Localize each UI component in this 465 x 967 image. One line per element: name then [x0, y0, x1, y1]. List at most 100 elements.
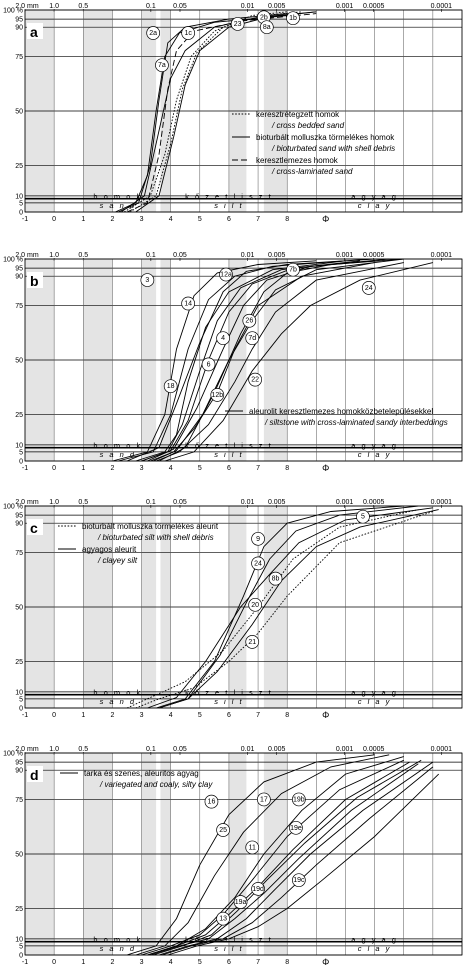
series-line-5: [158, 509, 439, 709]
series-line-6: [141, 260, 361, 462]
series-label: 24: [365, 285, 373, 292]
series-label: 5: [361, 514, 365, 521]
legend: tarka és szenes, aleuritos agyag / varieg…: [60, 769, 213, 789]
fraction-label: h o m o k: [93, 935, 142, 944]
y-tick-label: 25: [15, 659, 23, 666]
legend-label: aleurolit keresztlemezes homokközbetelep…: [249, 407, 433, 416]
x-axis-label: Φ: [322, 710, 329, 720]
y-tick-label: 5: [19, 200, 23, 207]
size-tick-label: 0.0005: [363, 746, 385, 753]
series-label-circle: [219, 267, 233, 282]
x-tick-label: 7: [256, 712, 260, 719]
x-tick-label: 1: [81, 959, 85, 966]
fraction-label-en: s a n d: [100, 201, 137, 210]
series-label: 25: [219, 827, 227, 834]
series-label: 8a: [263, 24, 271, 31]
legend-label: bioturbált molluszka törmelékes aleurit: [82, 522, 219, 531]
series-line-19c: [167, 773, 440, 956]
x-tick-label: 4: [169, 959, 173, 966]
x-tick-label: 6: [227, 216, 231, 223]
size-tick-label: 0.5: [78, 499, 88, 506]
size-tick-label: 1.0: [49, 252, 59, 259]
size-tick-label: 2.0 mm: [15, 746, 39, 753]
series-label: 16: [208, 799, 216, 806]
series-label: 12b: [211, 392, 223, 399]
series-label: 8b: [272, 576, 280, 583]
panel-letter: b: [30, 273, 39, 289]
x-tick-label: 5: [198, 712, 202, 719]
size-tick-label: 0.0005: [363, 252, 385, 259]
series-label: 1b: [289, 15, 297, 22]
legend-label-en: / variegated and coaly, silty clay: [99, 780, 213, 789]
series-label: 12a: [220, 272, 232, 279]
x-tick-label: 8: [285, 465, 289, 472]
y-tick-label: 90: [15, 768, 23, 775]
series-label-circle: [286, 262, 300, 277]
series-line-7b: [158, 258, 404, 462]
series-line-12b: [150, 262, 375, 462]
series-line-16: [126, 754, 375, 956]
size-tick-label: 0.1: [146, 3, 156, 10]
x-tick-label: 2: [110, 216, 114, 223]
panel-letter-bg: [27, 23, 43, 39]
x-tick-label: 5: [198, 959, 202, 966]
series-line-9: [155, 505, 404, 709]
x-tick-label: 2: [110, 712, 114, 719]
y-tick-label: 0: [19, 706, 23, 713]
series-label: 9: [256, 536, 260, 543]
panel-letter: d: [30, 767, 39, 783]
series-label-circle: [292, 873, 306, 888]
y-tick-label: 0: [19, 953, 23, 960]
series-line-7a: [115, 15, 288, 213]
x-tick-label: 1: [81, 216, 85, 223]
x-tick-label: 7: [256, 465, 260, 472]
fraction-label: k ő z e t l i s z t: [185, 935, 273, 944]
x-tick-label: 1: [81, 465, 85, 472]
series-label: 7b: [289, 267, 297, 274]
series-line-11: [153, 759, 422, 956]
legend-label-en: / bioturbated silt with shell debris: [97, 533, 214, 542]
y-tick-label: 5: [19, 696, 23, 703]
series-label-circle: [251, 531, 265, 546]
legend: bioturbált molluszka törmelékes aleurit /…: [58, 522, 219, 565]
legend-label-en: / siltstone with cross-laminated sandy i…: [264, 418, 448, 427]
series-line-17: [147, 756, 404, 956]
series-label: 3: [145, 277, 149, 284]
legend-label-en: / bioturbated sand with shell debris: [271, 144, 395, 153]
fraction-label-en: s i l t: [214, 201, 243, 210]
series-label: 20: [251, 602, 259, 609]
legend-label: tarka és szenes, aleuritos agyag: [84, 769, 199, 778]
series-line-3: [112, 260, 317, 462]
x-tick-label: 6: [227, 959, 231, 966]
fraction-label-en: s i l t: [214, 450, 243, 459]
panel-d: 2.0 mm 1.0 0.5 0.1 0.05 0.01 0.005 0.001 0.0005 0…: [3, 746, 463, 967]
series-line-12a: [126, 258, 375, 462]
series-line-1b: [129, 11, 302, 213]
series-label-circle: [242, 313, 257, 328]
panel-letter: a: [30, 24, 38, 40]
series-label: 6: [207, 361, 211, 368]
size-tick-label: 0.05: [173, 252, 187, 259]
size-tick-label: 0.005: [268, 499, 286, 506]
series-label-circle: [245, 331, 260, 346]
series-label: 26: [245, 318, 253, 325]
fraction-label: h o m o k: [93, 441, 142, 450]
series-label: 19c: [293, 877, 305, 884]
size-tick-label: 0.001: [336, 746, 354, 753]
series-label: 19b: [293, 796, 305, 803]
x-tick-label: 4: [169, 712, 173, 719]
size-tick-label: 2.0 mm: [15, 3, 39, 10]
size-tick-label: 0.05: [173, 499, 187, 506]
series-label: 17: [260, 796, 268, 803]
fraction-label-en: c l a y: [358, 944, 392, 953]
panel-c: 2.0 mm 1.0 0.5 0.1 0.05 0.01 0.005 0.001 0.0005 0…: [3, 499, 463, 720]
size-tick-label: 0.001: [336, 252, 354, 259]
size-tick-label: 0.0001: [431, 3, 453, 10]
size-tick-label: 0.01: [241, 3, 255, 10]
series-label-circle: [201, 357, 216, 372]
series-label-circle: [146, 26, 161, 40]
series-label: 11: [249, 844, 256, 851]
y-tick-label: 90: [15, 25, 23, 32]
series-line-23: [120, 11, 317, 213]
fraction-label: a g y a g: [351, 441, 398, 450]
